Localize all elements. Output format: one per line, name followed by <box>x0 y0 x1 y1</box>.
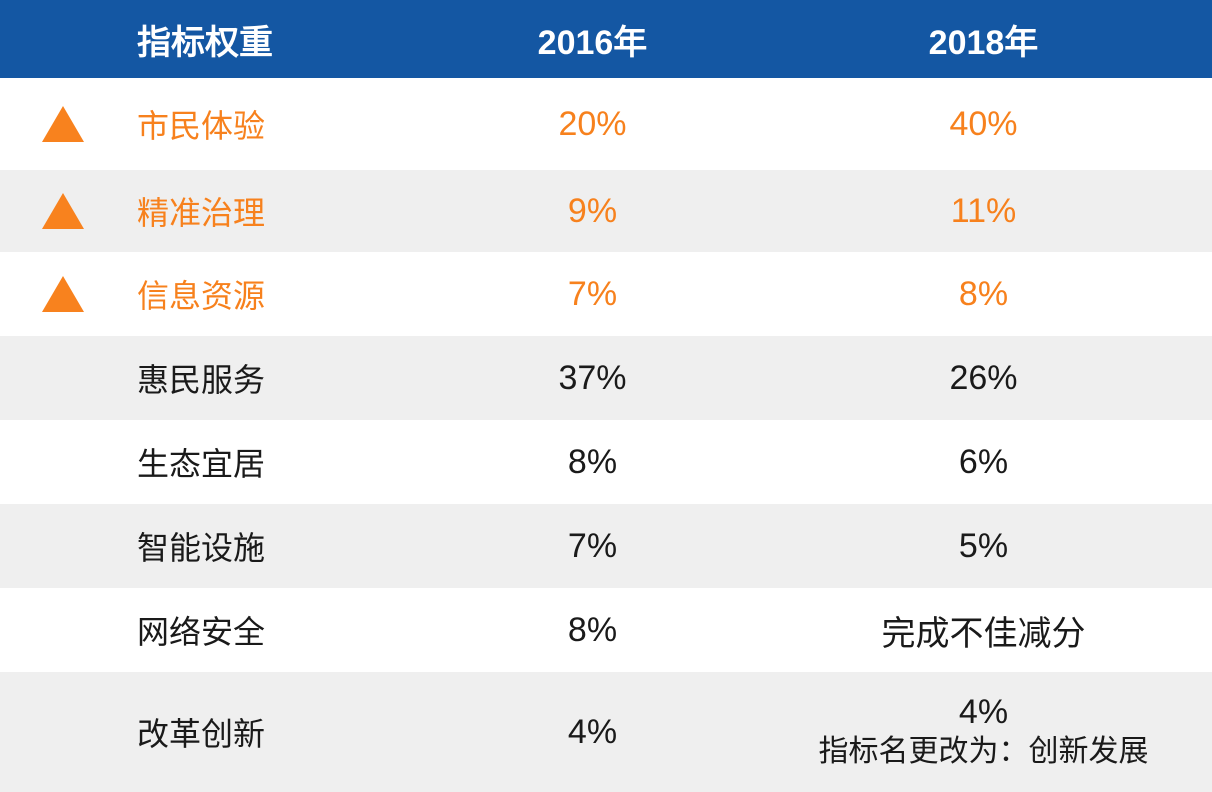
indicator-label: 网络安全 <box>137 614 266 650</box>
value-2018: 6% <box>958 442 1009 481</box>
trend-cell <box>0 193 137 229</box>
value-2016: 20% <box>558 104 627 143</box>
table-row: 智能设施 7% 5% <box>0 504 1212 588</box>
triangle-up-icon <box>42 106 84 142</box>
table-row: 网络安全 8% 完成不佳减分 <box>0 588 1212 672</box>
value-2018-note: 指标名更改为：创新发展 <box>818 735 1149 768</box>
value-2016: 37% <box>558 358 627 397</box>
header-2016: 2016年 <box>537 23 648 62</box>
indicator-label: 市民体验 <box>137 108 266 144</box>
indicator-label: 惠民服务 <box>137 362 266 398</box>
value-2018: 4% <box>958 693 1009 731</box>
value-2016: 7% <box>567 274 618 313</box>
value-2016: 4% <box>567 712 618 751</box>
indicator-label: 生态宜居 <box>137 446 266 482</box>
table-row: 精准治理 9% 11% <box>0 170 1212 252</box>
indicator-label: 智能设施 <box>137 530 266 566</box>
trend-cell <box>0 276 137 312</box>
value-2018-group: 4% 指标名更改为：创新发展 <box>785 693 1182 771</box>
table-row: 信息资源 7% 8% <box>0 252 1212 336</box>
table-header-row: 指标权重 2016年 2018年 <box>0 0 1212 78</box>
value-2016: 9% <box>567 191 618 230</box>
indicator-label: 信息资源 <box>137 278 266 314</box>
value-2016: 8% <box>567 610 618 649</box>
table-row: 市民体验 20% 40% <box>0 78 1212 170</box>
value-2018: 5% <box>958 526 1009 565</box>
triangle-up-icon <box>42 193 84 229</box>
value-2016: 7% <box>567 526 618 565</box>
triangle-up-icon <box>42 276 84 312</box>
header-2018: 2018年 <box>928 23 1039 62</box>
value-2018: 40% <box>949 104 1018 143</box>
table-row: 惠民服务 37% 26% <box>0 336 1212 420</box>
header-indicator: 指标权重 <box>137 23 273 62</box>
indicator-label: 改革创新 <box>137 716 266 752</box>
value-2016: 8% <box>567 442 618 481</box>
value-2018: 完成不佳减分 <box>881 614 1086 653</box>
value-2018: 8% <box>958 274 1009 313</box>
indicator-label: 精准治理 <box>137 195 266 231</box>
table-row: 改革创新 4% 4% 指标名更改为：创新发展 <box>0 672 1212 792</box>
value-2018: 26% <box>949 358 1018 397</box>
table-row: 生态宜居 8% 6% <box>0 420 1212 504</box>
value-2018: 11% <box>950 191 1017 230</box>
trend-cell <box>0 106 137 142</box>
